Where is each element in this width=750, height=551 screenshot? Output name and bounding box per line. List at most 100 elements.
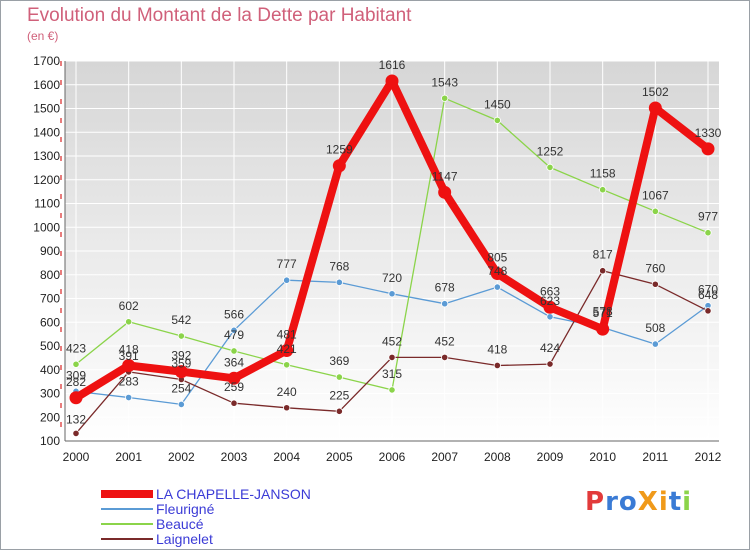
data-label: 452: [382, 334, 402, 348]
series-point: [177, 400, 185, 409]
series-point: [280, 344, 294, 358]
series-point: [651, 207, 659, 215]
data-label: 1158: [590, 167, 616, 181]
x-tick-label: 2006: [379, 450, 406, 464]
y-tick-label: 1300: [33, 149, 60, 163]
y-tick-label: 1500: [33, 102, 60, 116]
series-point: [227, 371, 241, 385]
legend-label: Laignelet: [156, 531, 213, 547]
data-label: 254: [171, 381, 191, 395]
y-tick-label: 400: [40, 363, 60, 377]
series-point: [651, 280, 659, 288]
series-point: [546, 163, 554, 171]
series-point: [596, 322, 610, 336]
data-label: 132: [66, 412, 86, 426]
legend-item: Beaucé: [101, 516, 203, 532]
data-label: 566: [224, 307, 244, 321]
y-tick-label: 200: [40, 410, 60, 424]
chart-title: Evolution du Montant de la Dette par Hab…: [27, 5, 412, 26]
series-point: [438, 185, 452, 199]
x-tick-label: 2010: [589, 450, 616, 464]
data-label: 748: [487, 264, 507, 278]
legend-swatch: [101, 523, 153, 525]
y-tick-label: 1200: [33, 173, 60, 187]
logo-letter: P: [585, 487, 606, 517]
series-point: [283, 361, 291, 369]
series-point: [72, 429, 80, 437]
series-point: [490, 267, 504, 281]
logo-letter: t: [668, 487, 683, 517]
data-label: 421: [277, 342, 297, 356]
data-label: 678: [435, 281, 455, 295]
legend-label: Fleurigné: [156, 501, 215, 517]
logo-letter: i: [658, 487, 669, 517]
data-label: 391: [119, 349, 139, 363]
series-point: [441, 300, 449, 308]
legend-swatch: [101, 508, 153, 510]
series-point: [493, 283, 501, 291]
x-tick-label: 2000: [63, 450, 90, 464]
x-tick-label: 2007: [431, 450, 458, 464]
legend-swatch: [101, 490, 153, 498]
series-point: [599, 267, 607, 275]
data-label: 452: [435, 334, 455, 348]
data-label: 768: [329, 259, 349, 273]
data-label: 571: [593, 306, 613, 320]
data-label: 418: [487, 342, 507, 356]
series-point: [230, 399, 238, 407]
series-point: [441, 94, 449, 102]
x-tick-label: 2012: [695, 450, 722, 464]
legend-label: LA CHAPELLE-JANSON: [156, 486, 311, 502]
legend-item: Laignelet: [101, 531, 213, 547]
legend-swatch: [101, 538, 153, 540]
series-point: [283, 404, 291, 412]
data-label: 777: [277, 257, 297, 271]
data-label: 578: [593, 304, 613, 318]
y-tick-label: 100: [40, 434, 60, 448]
data-label: 648: [698, 288, 718, 302]
series-point: [546, 313, 554, 321]
series-point: [283, 276, 291, 284]
y-tick-label: 800: [40, 268, 60, 282]
series-point: [704, 229, 712, 237]
series-point: [385, 74, 399, 88]
proxiti-logo: ProXiti: [585, 487, 692, 517]
series-point: [648, 101, 662, 115]
series-point: [701, 142, 715, 156]
y-tick-label: 1700: [33, 54, 60, 68]
data-label: 1252: [537, 144, 564, 158]
data-label: 1067: [642, 188, 669, 202]
series-point: [599, 186, 607, 194]
y-tick-label: 1100: [34, 197, 60, 211]
x-tick-label: 2008: [484, 450, 511, 464]
data-label: 1147: [432, 169, 458, 183]
x-tick-label: 2002: [168, 450, 195, 464]
data-label: 392: [171, 349, 191, 363]
x-tick-label: 2011: [642, 450, 668, 464]
data-label: 283: [119, 375, 139, 389]
y-tick-label: 300: [40, 387, 60, 401]
series-point: [335, 373, 343, 381]
data-label: 542: [171, 313, 191, 327]
data-label: 1330: [695, 126, 722, 140]
series-point: [704, 307, 712, 315]
data-label: 602: [119, 299, 139, 313]
data-label: 418: [119, 342, 139, 356]
data-label: 359: [171, 356, 191, 370]
data-label: 225: [329, 388, 349, 402]
x-tick-label: 2004: [273, 450, 300, 464]
y-tick-label: 900: [40, 244, 60, 258]
data-label: 1502: [642, 85, 669, 99]
series-point: [72, 360, 80, 368]
x-tick-label: 2009: [537, 450, 564, 464]
series-point: [335, 407, 343, 415]
data-label: 479: [224, 328, 244, 342]
series-point: [125, 393, 133, 402]
y-tick-label: 700: [40, 292, 60, 306]
logo-letter: o: [618, 487, 638, 517]
y-tick-label: 1600: [33, 78, 60, 92]
series-point: [546, 360, 554, 368]
series-point: [543, 300, 557, 314]
x-tick-label: 2001: [115, 450, 142, 464]
